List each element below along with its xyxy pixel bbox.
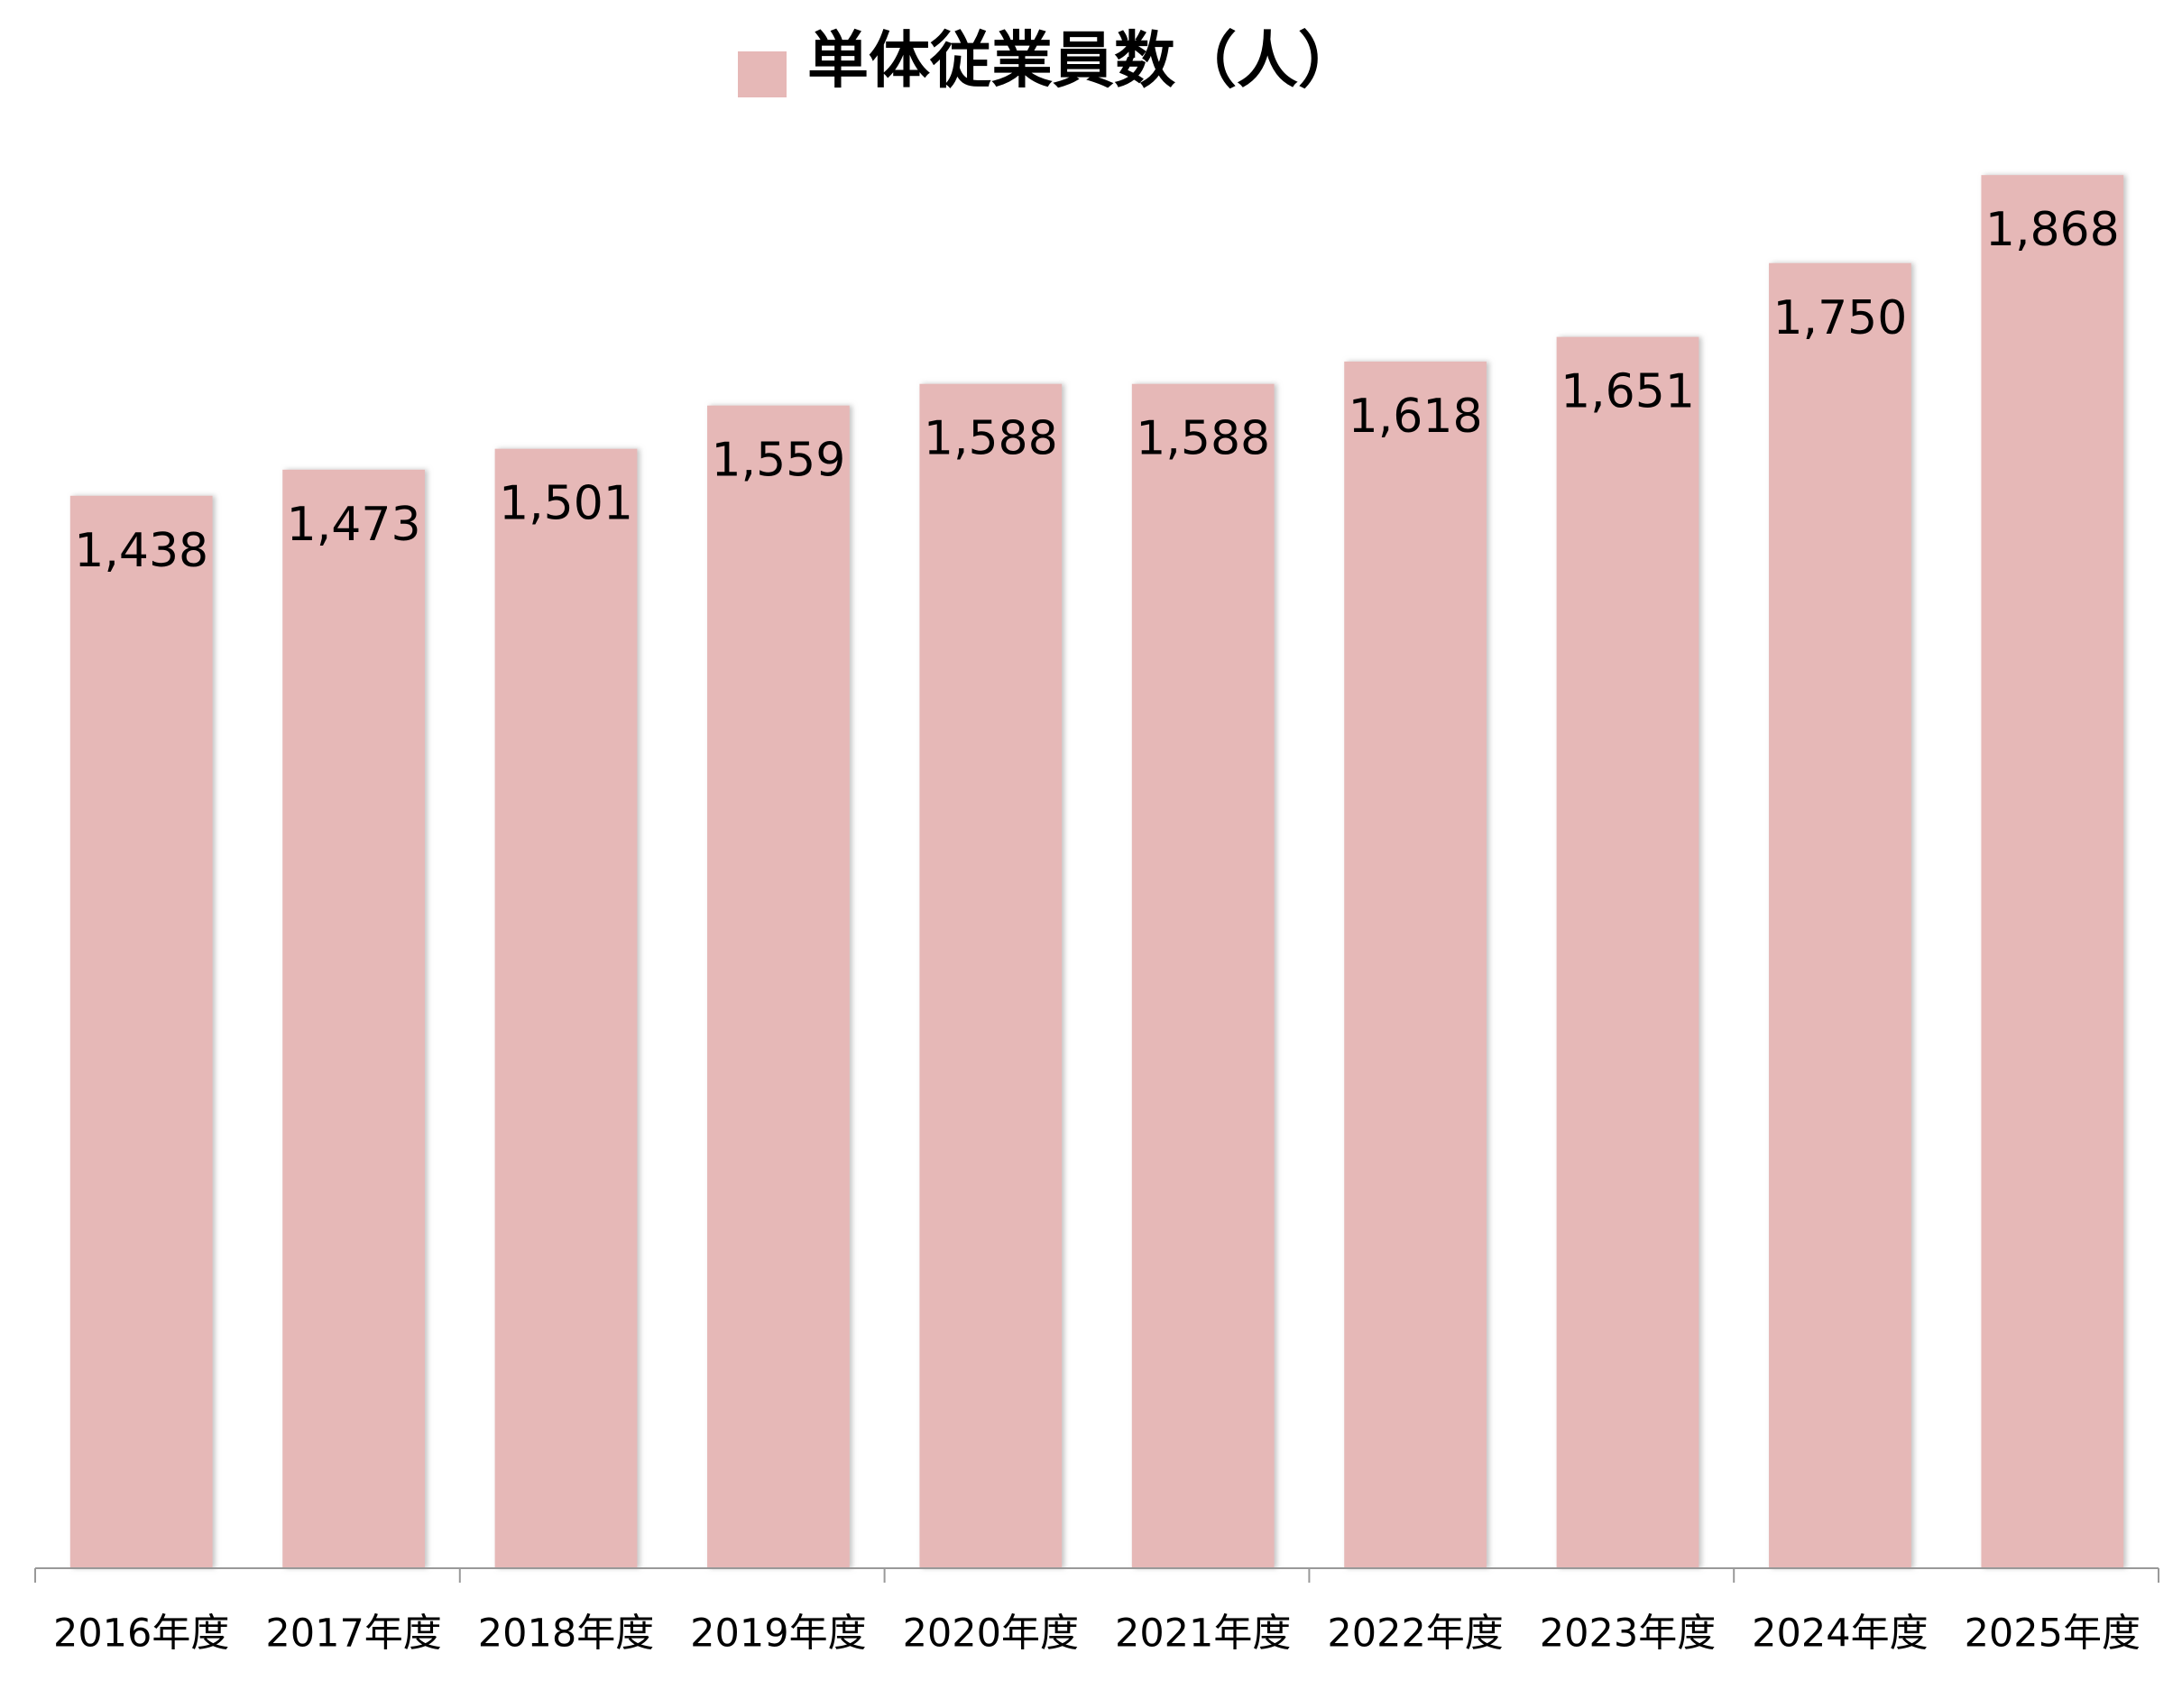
x-tick-label: 2017年度 xyxy=(265,1612,441,1657)
x-tick-label: 2023年度 xyxy=(1540,1612,1716,1657)
x-tick-label: 2025年度 xyxy=(1965,1612,2141,1657)
data-label: 1,588 xyxy=(924,412,1058,466)
data-label: 1,473 xyxy=(287,498,421,552)
legend-swatch xyxy=(738,51,787,97)
x-tick-label: 2024年度 xyxy=(1752,1612,1928,1657)
data-label: 1,618 xyxy=(1349,390,1483,444)
data-label: 1,501 xyxy=(499,477,633,531)
x-tick-label: 2019年度 xyxy=(690,1612,866,1657)
data-label: 1,651 xyxy=(1561,365,1695,419)
x-tick-label: 2021年度 xyxy=(1115,1612,1291,1657)
bar xyxy=(282,469,425,1568)
x-tick-label: 2016年度 xyxy=(53,1612,229,1657)
legend-label: 単体従業員数（人） xyxy=(807,26,1359,97)
bar xyxy=(494,448,638,1569)
x-tick-label: 2020年度 xyxy=(903,1612,1079,1657)
bar xyxy=(1344,361,1487,1568)
bar xyxy=(1556,336,1699,1568)
bar xyxy=(707,405,850,1568)
data-label: 1,588 xyxy=(1136,412,1270,466)
x-tick-label: 2018年度 xyxy=(478,1612,654,1657)
bar xyxy=(1981,175,2124,1568)
bar xyxy=(1131,383,1275,1568)
bar xyxy=(919,383,1063,1568)
data-label: 1,868 xyxy=(1985,203,2120,257)
x-tick-label: 2022年度 xyxy=(1327,1612,1503,1657)
data-label: 1,750 xyxy=(1772,291,1907,345)
data-label: 1,438 xyxy=(74,524,208,578)
bar xyxy=(1769,262,1911,1568)
bar xyxy=(69,495,213,1569)
data-label: 1,559 xyxy=(711,434,845,488)
